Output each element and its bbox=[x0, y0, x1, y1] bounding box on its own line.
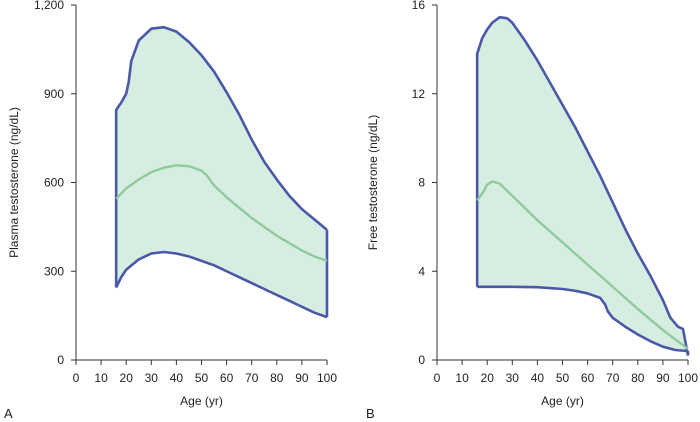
x-tick-label: 100 bbox=[317, 371, 337, 385]
x-tick-label: 40 bbox=[531, 371, 545, 385]
x-tick-label: 30 bbox=[145, 371, 159, 385]
x-tick-label: 50 bbox=[556, 371, 570, 385]
y-tick-label: 4 bbox=[418, 264, 425, 278]
x-tick-label: 70 bbox=[606, 371, 620, 385]
y-tick-label: 16 bbox=[412, 0, 426, 12]
mean-line bbox=[115, 164, 328, 263]
y-tick-label: 8 bbox=[418, 176, 425, 190]
panel-a: 0 10 20 30 40 50 60 70 80 90 100 0 300 600 900 1,200 Age… bbox=[4, 0, 337, 421]
y-tick-label: 300 bbox=[44, 264, 64, 278]
x-axis-title: Age (yr) bbox=[541, 394, 584, 408]
x-tick-label: 80 bbox=[270, 371, 284, 385]
x-tick-label: 40 bbox=[170, 371, 184, 385]
lower-limit-line bbox=[114, 250, 328, 319]
x-axis-title: Age (yr) bbox=[180, 394, 223, 408]
lower-limit-line bbox=[477, 285, 689, 353]
y-tick-label: 0 bbox=[57, 353, 64, 367]
upper-limit-line bbox=[114, 25, 328, 288]
x-tick-label: 20 bbox=[120, 371, 134, 385]
x-tick-label: 80 bbox=[631, 371, 645, 385]
x-tick-label: 0 bbox=[73, 371, 80, 385]
x-tick-label: 70 bbox=[245, 371, 259, 385]
y-axis-title: Free testosterone (ng/dL) bbox=[366, 115, 380, 250]
panel-label: A bbox=[4, 406, 13, 421]
panel-label: B bbox=[366, 406, 375, 421]
x-tick-label: 90 bbox=[295, 371, 309, 385]
x-tick-label: 90 bbox=[656, 371, 670, 385]
y-tick-label: 900 bbox=[44, 87, 64, 101]
x-tick-label: 0 bbox=[434, 371, 441, 385]
y-tick-label: 0 bbox=[418, 353, 425, 367]
x-tick-label: 10 bbox=[455, 371, 469, 385]
x-tick-label: 50 bbox=[195, 371, 209, 385]
x-tick-label: 60 bbox=[220, 371, 234, 385]
y-tick-label: 12 bbox=[412, 87, 426, 101]
x-tick-label: 100 bbox=[678, 371, 698, 385]
mean-line bbox=[476, 180, 689, 350]
x-tick-label: 10 bbox=[94, 371, 108, 385]
x-tick-label: 30 bbox=[506, 371, 520, 385]
y-axis-title: Plasma testosterone (ng/dL) bbox=[7, 107, 21, 258]
y-tick-label: 1,200 bbox=[34, 0, 64, 12]
x-tick-label: 20 bbox=[481, 371, 495, 385]
x-tick-label: 60 bbox=[581, 371, 595, 385]
reference-band bbox=[477, 17, 688, 356]
y-tick-label: 600 bbox=[44, 176, 64, 190]
upper-limit-line bbox=[475, 15, 690, 356]
reference-band bbox=[116, 27, 327, 318]
panel-b: 0 10 20 30 40 50 60 70 80 90 100 0 4 8 12 16 Age (yr) Fre… bbox=[366, 0, 698, 421]
